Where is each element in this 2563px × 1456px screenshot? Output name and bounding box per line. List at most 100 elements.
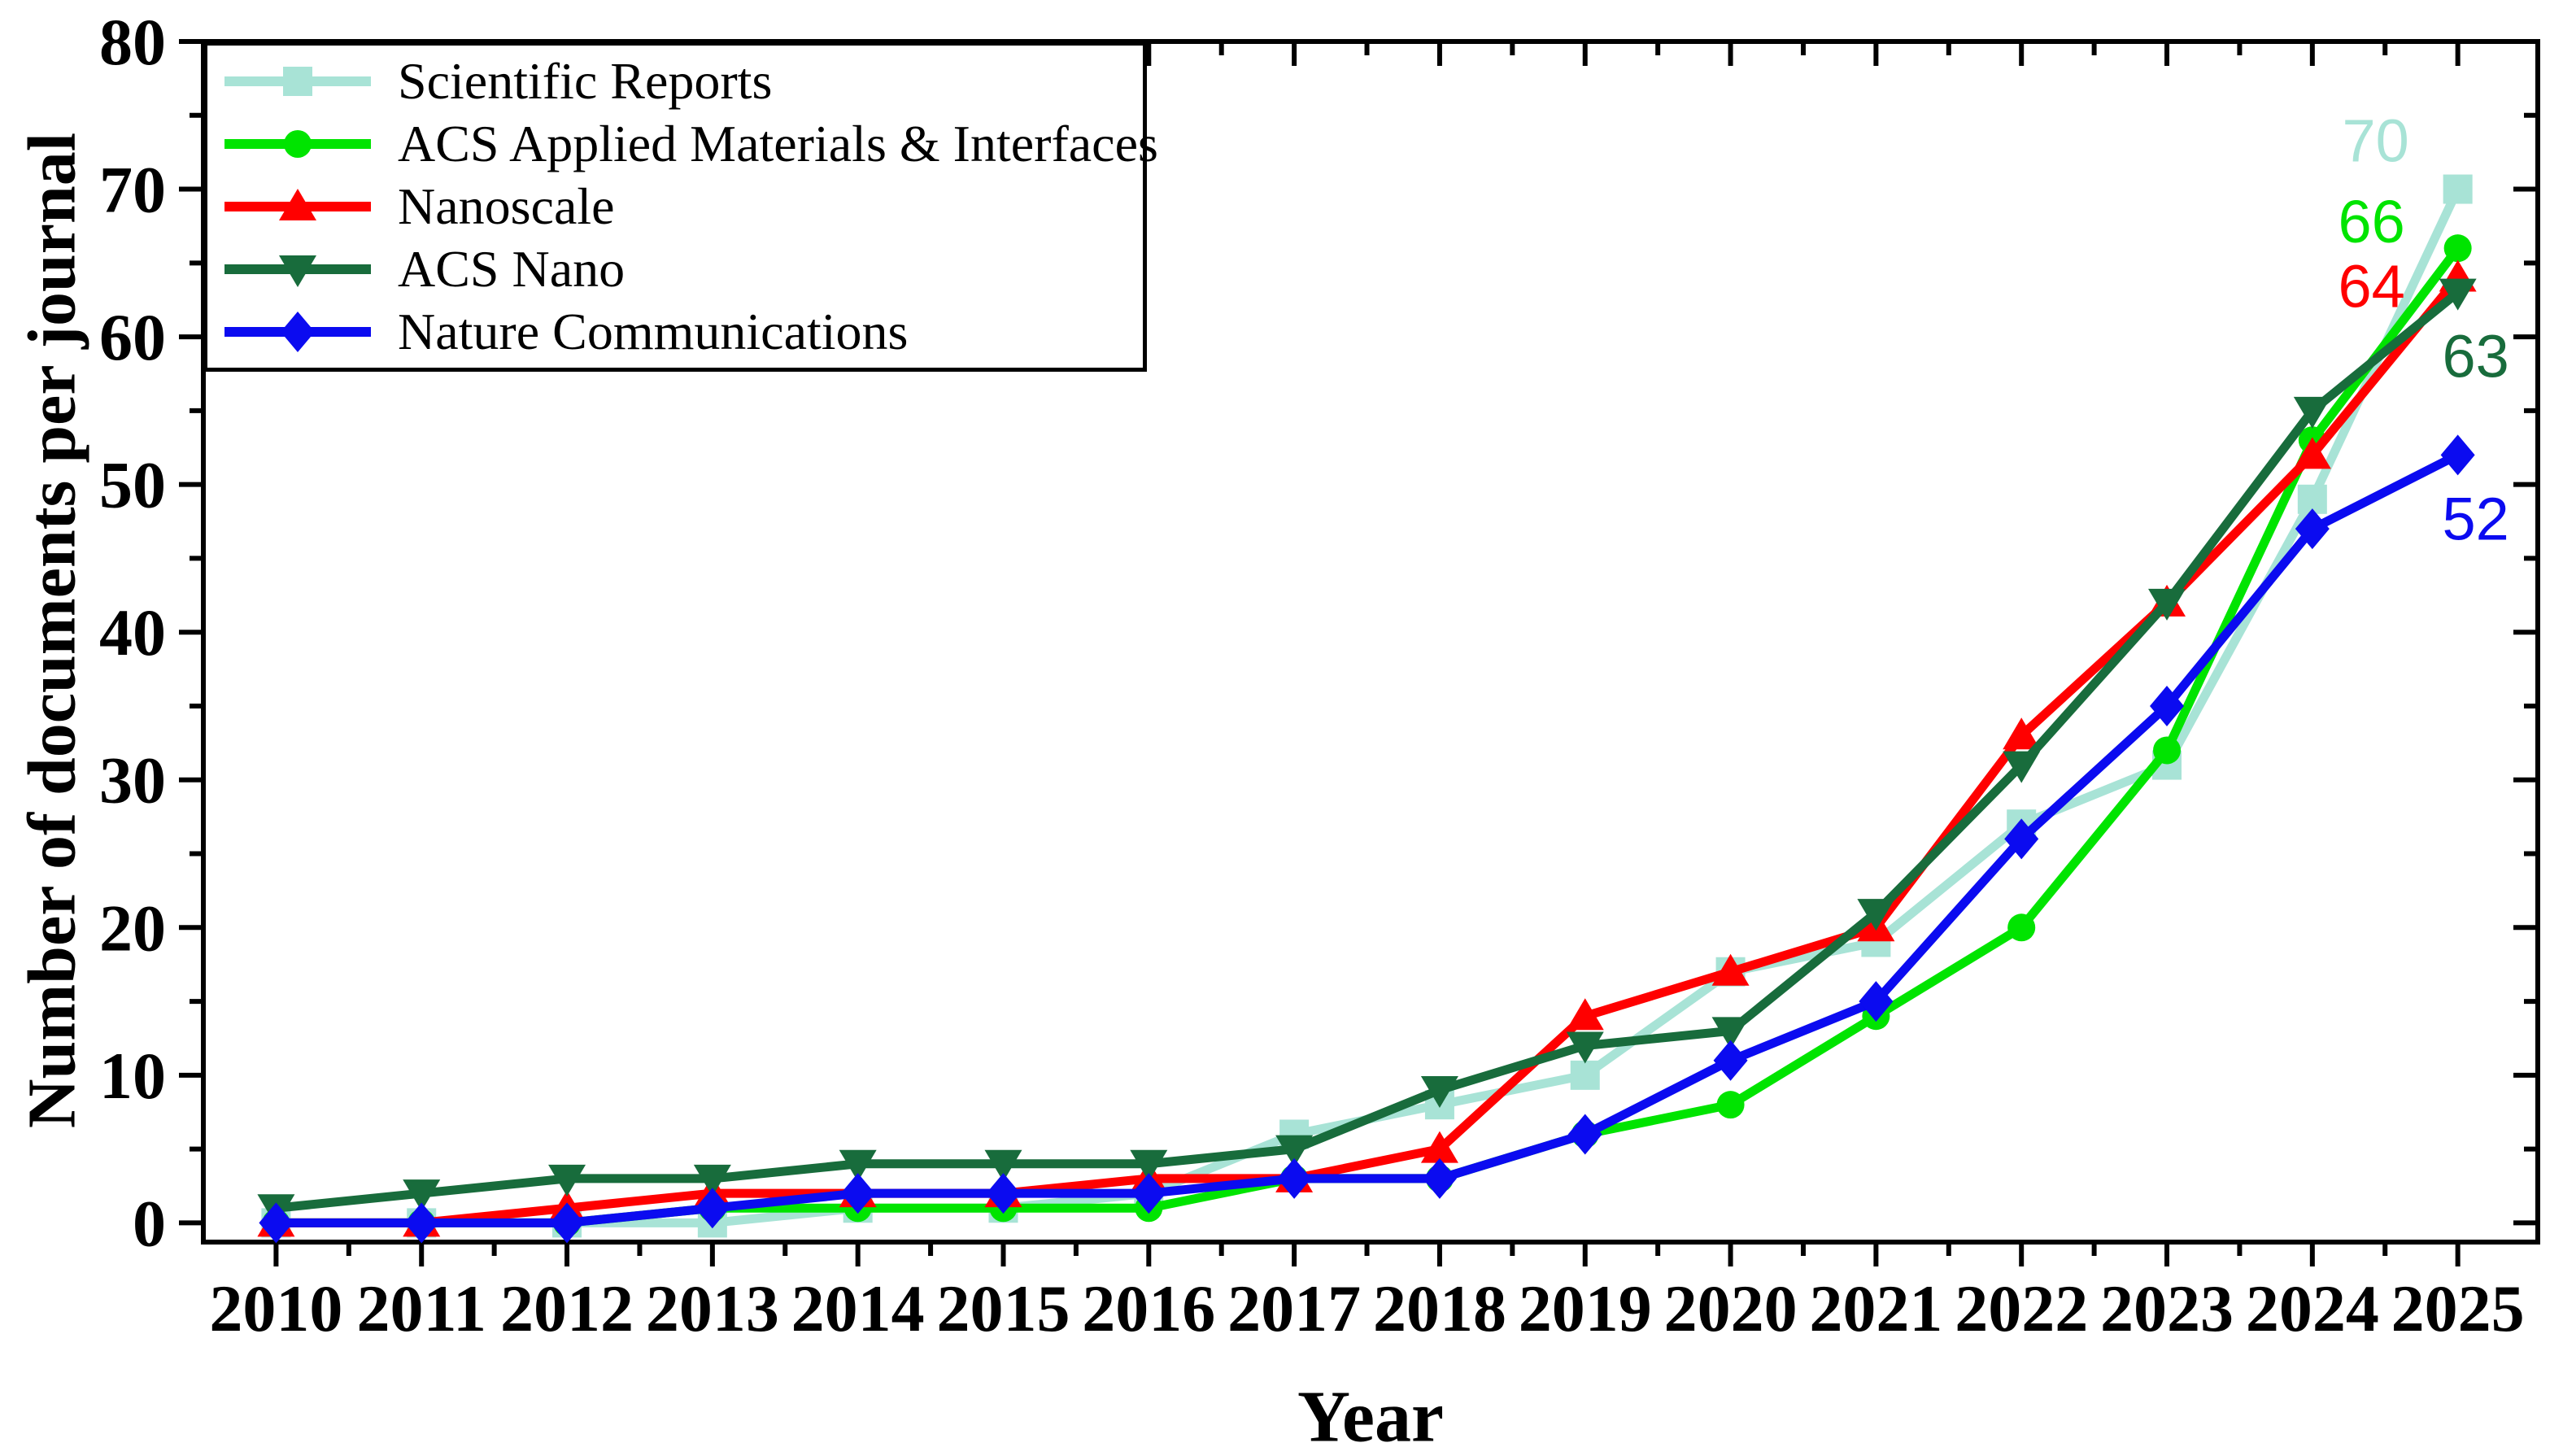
data-point-marker: [840, 1173, 875, 1214]
data-point-marker: [2148, 588, 2186, 621]
x-axis-title: Year: [1297, 1376, 1444, 1456]
legend-label: Scientific Reports: [398, 52, 773, 111]
series-line: [276, 274, 2461, 1227]
legend-label: ACS Applied Materials & Interfaces: [398, 115, 1158, 173]
series-line: [276, 451, 2461, 1227]
data-point-marker: [1130, 1149, 1168, 1182]
series-triangle-up: [257, 259, 2477, 1237]
data-point-marker: [2293, 396, 2331, 429]
series-triangle-down: [257, 278, 2477, 1227]
y-tick-label: 10: [99, 1039, 166, 1113]
diamond-legend-marker-icon: [224, 311, 371, 352]
legend-marker: [284, 130, 312, 159]
data-point-marker: [1711, 1017, 1750, 1049]
data-point-marker: [2293, 437, 2331, 469]
y-tick-label: 50: [99, 448, 166, 522]
x-tick-label: 2015: [936, 1271, 1070, 1345]
data-point-marker: [2003, 717, 2041, 750]
data-point-marker: [1711, 953, 1750, 986]
data-point-marker: [2443, 234, 2472, 263]
series-end-label: 52: [2442, 485, 2509, 552]
x-tick-label: 2022: [1955, 1271, 2088, 1345]
series-end-label: 64: [2338, 252, 2404, 320]
data-point-marker: [2153, 736, 2182, 765]
data-point-marker: [2003, 751, 2041, 783]
x-tick-label: 2018: [1373, 1271, 1506, 1345]
data-point-marker: [695, 1188, 730, 1229]
legend-item: Nature Communications: [220, 301, 1143, 363]
x-tick-label: 2017: [1227, 1271, 1361, 1345]
data-point-marker: [1857, 899, 1895, 931]
y-tick-label: 30: [99, 743, 166, 817]
legend-item: Nanoscale: [220, 176, 1143, 238]
x-tick-label: 2010: [209, 1271, 342, 1345]
data-point-marker: [1859, 981, 1894, 1022]
triangle-up-legend-marker-icon: [224, 188, 371, 220]
x-tick-label: 2011: [356, 1271, 486, 1345]
legend-marker: [279, 255, 316, 287]
data-point-marker: [1570, 1060, 1600, 1090]
series-end-label: 63: [2442, 323, 2509, 390]
x-tick-label: 2020: [1664, 1271, 1798, 1345]
data-point-marker: [1420, 1076, 1458, 1109]
y-tick-label: 40: [99, 595, 166, 669]
series-end-label: 66: [2338, 188, 2404, 255]
data-point-marker: [1566, 998, 1604, 1031]
data-point-marker: [2295, 508, 2330, 550]
data-point-marker: [2004, 818, 2039, 860]
legend-item: ACS Nano: [220, 238, 1143, 300]
x-tick-label: 2014: [791, 1271, 925, 1345]
data-point-marker: [259, 1202, 294, 1244]
x-tick-label: 2016: [1082, 1271, 1215, 1345]
data-point-marker: [1131, 1173, 1166, 1214]
legend: Scientific Reports ACS Applied Materials …: [203, 41, 1158, 372]
data-point-marker: [984, 1149, 1022, 1182]
data-point-marker: [986, 1173, 1021, 1214]
y-tick-label: 0: [133, 1186, 166, 1260]
legend-marker: [283, 67, 312, 97]
legend-label: ACS Nano: [398, 239, 625, 298]
x-tick-label: 2021: [1809, 1271, 1942, 1345]
y-tick-label: 20: [99, 891, 166, 965]
square-legend-marker-icon: [224, 67, 371, 97]
data-point-marker: [839, 1149, 877, 1182]
series-end-label: 70: [2342, 107, 2408, 175]
data-point-marker: [2443, 174, 2473, 204]
legend-item: Scientific Reports: [220, 50, 1143, 112]
plot-border: [201, 39, 2540, 1245]
data-point-marker: [1713, 1040, 1748, 1081]
y-tick-label: 60: [99, 300, 166, 374]
data-point-marker: [1420, 1131, 1458, 1163]
data-point-marker: [1716, 1091, 1745, 1119]
y-tick-label: 70: [99, 153, 166, 227]
legend-marker: [281, 311, 315, 352]
circle-legend-marker-icon: [224, 130, 371, 159]
data-point-marker: [693, 1164, 731, 1197]
y-axis-title: Number of documents per journal: [14, 132, 90, 1129]
triangle-down-legend-marker-icon: [224, 255, 371, 287]
data-point-marker: [1422, 1157, 1457, 1199]
data-point-marker: [2440, 434, 2475, 476]
legend-marker: [279, 188, 316, 220]
series-diamond: [259, 434, 2475, 1244]
legend-label: Nature Communications: [398, 302, 909, 360]
data-point-marker: [1566, 1031, 1604, 1064]
data-point-marker: [548, 1164, 586, 1197]
data-point-marker: [550, 1202, 585, 1244]
y-tick-label: 80: [99, 5, 166, 79]
x-tick-label: 2025: [2391, 1271, 2525, 1345]
data-point-marker: [404, 1202, 439, 1244]
series-line: [275, 289, 2461, 1213]
x-tick-label: 2013: [646, 1271, 779, 1345]
data-point-marker: [1275, 1135, 1314, 1167]
data-point-marker: [2150, 685, 2185, 726]
legend-label: Nanoscale: [398, 177, 615, 235]
data-point-marker: [403, 1179, 441, 1212]
data-point-marker: [1277, 1157, 1312, 1199]
x-tick-label: 2012: [500, 1271, 634, 1345]
data-point-marker: [2007, 913, 2036, 942]
legend-item: ACS Applied Materials & Interfaces: [220, 113, 1158, 175]
x-tick-label: 2019: [1519, 1271, 1652, 1345]
